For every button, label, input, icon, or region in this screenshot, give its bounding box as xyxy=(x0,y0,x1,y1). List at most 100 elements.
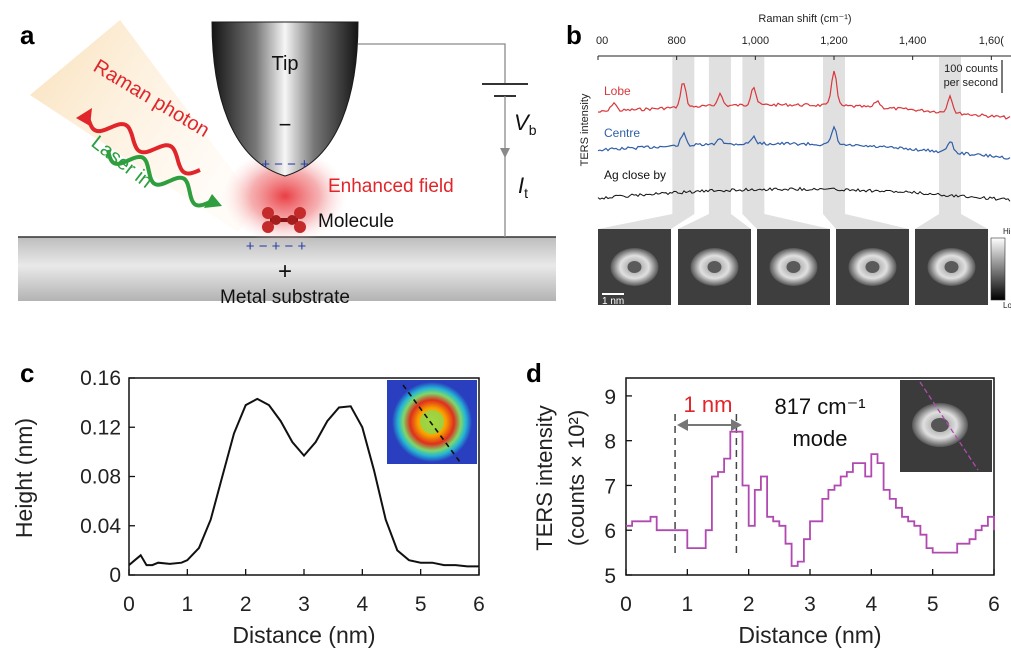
laser-arrow-head xyxy=(204,194,222,208)
b-xtick-label: 800 xyxy=(667,35,685,47)
b-scale-label-1: 100 counts xyxy=(944,63,998,75)
b-band-connectors xyxy=(598,214,988,229)
molecule-label: Molecule xyxy=(318,211,394,232)
c-xtick-label: 2 xyxy=(240,593,252,616)
c-xtick-label: 1 xyxy=(181,593,193,616)
d-xtick-label: 5 xyxy=(927,593,939,616)
b-ylabel: TERS intensity xyxy=(579,93,591,166)
b-series-lobe-line xyxy=(597,70,1011,120)
d-xtick-label: 2 xyxy=(743,593,755,616)
c-ytick-label: 0.16 xyxy=(80,367,121,390)
b-series-lobe-label: Lobe xyxy=(604,84,631,98)
tip-sign: − xyxy=(279,112,292,137)
b-ters-maps xyxy=(598,229,988,305)
enhanced-field-label: Enhanced field xyxy=(328,176,454,197)
enhanced-field-glow xyxy=(223,148,347,244)
c-xtick-label: 3 xyxy=(298,593,310,616)
circuit-wire-top xyxy=(358,43,506,84)
b-ters-map xyxy=(836,229,909,305)
laser-beam xyxy=(30,20,258,232)
b-xtick-label: 00 xyxy=(596,35,608,47)
c-ticks: 0 1 2 3 4 5 6 0 0.04 0.08 0.12 0.16 xyxy=(80,367,485,616)
b-scale-label-2: per second xyxy=(944,77,998,89)
b-colorbar-hi: Hi xyxy=(1003,227,1011,236)
panel-b-spectra: b Raman shift (cm⁻¹) 00 800 1,000 1,200 1,40… xyxy=(566,13,1011,310)
b-series-ag-label: Ag close by xyxy=(604,168,666,182)
d-mode-label-2: mode xyxy=(792,426,847,451)
d-ytick-label: 6 xyxy=(604,520,616,543)
c-xtick-label: 6 xyxy=(473,593,485,616)
tip-label: Tip xyxy=(271,53,298,75)
c-xtick-label: 0 xyxy=(123,593,135,616)
b-band-fan xyxy=(823,214,909,229)
b-ters-map xyxy=(598,229,671,305)
d-xtick-label: 4 xyxy=(865,593,877,616)
molecule-icon xyxy=(262,207,306,233)
b-ters-map xyxy=(678,229,751,305)
b-band-fan xyxy=(598,214,695,229)
d-ytick-label: 5 xyxy=(604,565,616,588)
b-series-ag-line xyxy=(597,186,1011,202)
substrate-label: Metal substrate xyxy=(220,287,350,308)
panel-a-schematic: a Tip − + − − + Molecule Enhanced field … xyxy=(18,20,556,308)
b-band xyxy=(708,57,731,214)
substrate-sign: + xyxy=(278,258,292,285)
b-colorbar xyxy=(990,237,1006,301)
tip-shape xyxy=(211,21,359,177)
d-span-arrow-right xyxy=(731,419,742,431)
panel-d-ters-profile: d 0 1 2 3 4 5 6 5 6 7 8 9 1 nm 817 cm⁻¹ mode Distan… xyxy=(526,358,1000,648)
b-series-centre-line xyxy=(597,125,1011,160)
current-arrow xyxy=(500,148,510,158)
c-ytick-label: 0 xyxy=(109,564,121,587)
b-xtick-label: 1,60( xyxy=(979,35,1004,47)
d-ters-line xyxy=(626,430,995,567)
it-label: It xyxy=(518,173,528,201)
d-xtick-label: 0 xyxy=(620,593,632,616)
c-xtick-label: 4 xyxy=(356,593,368,616)
b-xlabel: Raman shift (cm⁻¹) xyxy=(758,13,851,25)
d-ytick-label: 9 xyxy=(604,386,616,409)
d-span-arrow-left xyxy=(677,419,688,431)
b-band-fan xyxy=(678,214,751,229)
b-colorbar-lo: Lo xyxy=(1003,301,1011,310)
d-xtick-label: 6 xyxy=(988,593,1000,616)
b-xtick-label: 1,200 xyxy=(820,35,848,47)
raman-arrow-head xyxy=(76,108,92,126)
panel-c-height-profile: c 0 1 2 3 4 5 6 0 0.04 0.08 0.12 0.16 Distance (nm)… xyxy=(11,358,485,648)
d-ytick-label: 8 xyxy=(604,431,616,454)
b-xtick-label: 1,400 xyxy=(899,35,927,47)
substrate-charges: + − + − + xyxy=(246,238,307,255)
b-band xyxy=(823,57,845,214)
c-xtick-label: 5 xyxy=(415,593,427,616)
d-ytick-label: 7 xyxy=(604,475,616,498)
metal-substrate xyxy=(18,237,556,301)
panel-b-letter: b xyxy=(566,20,582,50)
c-height-line xyxy=(128,397,479,568)
b-band-fan xyxy=(915,214,988,229)
c-xlabel: Distance (nm) xyxy=(232,622,375,648)
vb-label: Vb xyxy=(514,110,537,138)
raman-wave xyxy=(86,116,201,176)
c-ytick-label: 0.12 xyxy=(80,416,121,439)
b-band xyxy=(939,57,962,214)
d-ticks: 0 1 2 3 4 5 6 5 6 7 8 9 xyxy=(604,386,1000,616)
panel-c-letter: c xyxy=(20,358,34,388)
d-ylabel-2: (counts × 10²) xyxy=(564,410,589,546)
b-ticks: 00 800 1,000 1,200 1,400 1,60( xyxy=(596,35,1004,60)
d-xtick-label: 1 xyxy=(681,593,693,616)
b-band xyxy=(742,57,765,214)
d-mode-label-1: 817 cm⁻¹ xyxy=(774,394,865,419)
c-ytick-label: 0.08 xyxy=(80,466,121,489)
d-xlabel: Distance (nm) xyxy=(738,622,881,648)
c-ylabel: Height (nm) xyxy=(11,418,37,538)
d-span-label: 1 nm xyxy=(684,392,733,417)
b-nm-scalebar-label: 1 nm xyxy=(602,296,624,307)
d-xtick-label: 3 xyxy=(804,593,816,616)
c-ytick-label: 0.04 xyxy=(80,515,121,538)
d-ylabel: TERS intensity xyxy=(532,405,557,551)
b-ters-map xyxy=(915,229,988,305)
d-inset-map xyxy=(900,380,992,472)
panel-d-letter: d xyxy=(526,358,542,388)
c-inset-map xyxy=(387,380,477,464)
